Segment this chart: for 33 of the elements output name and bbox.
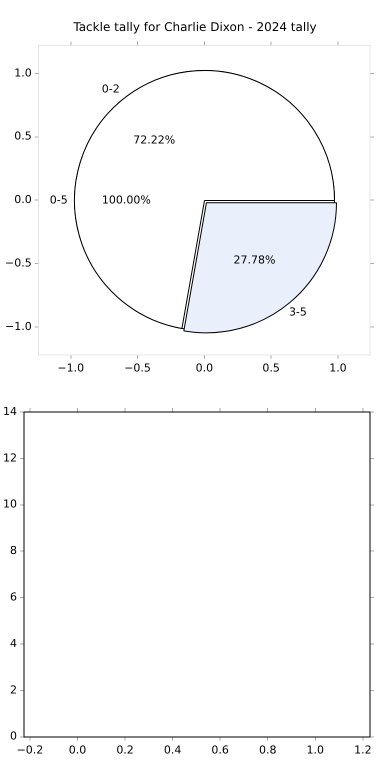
slice-label: 0-5	[50, 194, 68, 207]
x-tick-label: 0.0	[68, 743, 86, 756]
chart-title: Tackle tally for Charlie Dixon - 2024 tally	[72, 20, 318, 34]
y-tick-label: 0	[10, 730, 17, 743]
y-tick-label: 12	[2, 451, 17, 464]
x-tick-label: 0.2	[116, 743, 134, 756]
y-tick-label: −0.5	[4, 256, 32, 270]
y-tick-label: 4	[10, 636, 17, 650]
x-tick-label: −0.2	[16, 743, 44, 756]
y-tick-label: 0.0	[14, 193, 32, 206]
slice-label: 0-2	[102, 82, 120, 96]
x-tick-label: −0.5	[124, 361, 151, 374]
y-tick-label: 0.5	[14, 130, 32, 143]
y-tick-label: −1.0	[4, 320, 32, 333]
x-tick-label: −1.0	[57, 361, 84, 374]
y-tick-label: 2	[10, 683, 17, 696]
slice-label: 3-5	[288, 305, 307, 318]
y-tick-label: 6	[10, 590, 17, 604]
y-tick-label: 1.0	[14, 66, 32, 80]
x-tick-label: 0.0	[196, 361, 214, 374]
x-tick-label: 0.6	[211, 743, 229, 756]
x-tick-label: 0.4	[164, 743, 182, 756]
x-tick-label: 1.2	[354, 743, 372, 756]
x-tick-label: 0.5	[262, 361, 280, 374]
x-tick-label: 1.0	[329, 361, 347, 374]
y-tick-label: 8	[10, 544, 17, 558]
y-tick-label: 14	[2, 404, 17, 418]
x-tick-label: 1.0	[306, 743, 324, 756]
data-label: 100.00%	[102, 194, 151, 207]
data-label: 72.22%	[133, 134, 176, 147]
x-tick-label: 0.8	[258, 743, 276, 756]
y-tick-label: 10	[2, 498, 17, 511]
data-label: 27.78%	[234, 253, 276, 266]
